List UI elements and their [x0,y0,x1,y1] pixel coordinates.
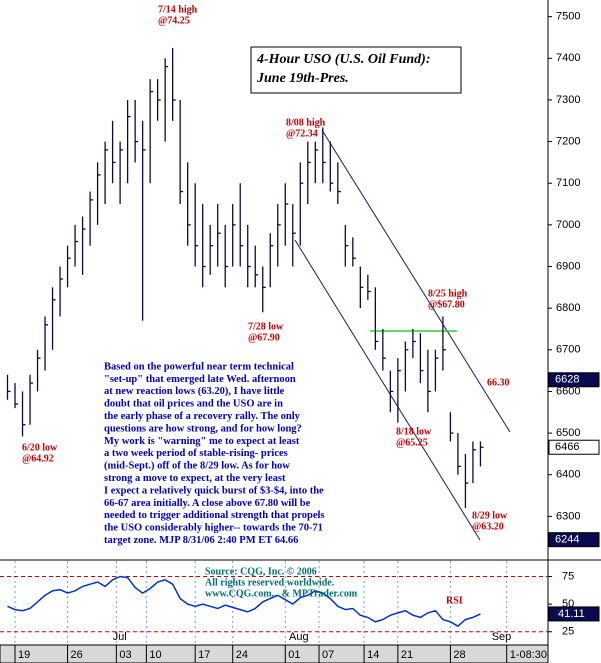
y-tick-label: 25 [562,626,574,638]
y-tick-label: 6800 [556,302,580,314]
price-marker-box [548,372,600,388]
y-tick-label: 7100 [556,177,580,189]
price-marker-label: 6244 [555,534,579,546]
month-label: Jul [113,631,127,643]
channel-lower [294,239,481,541]
price-marker-box [548,532,600,548]
annotation: 7/28 low [248,321,284,332]
commentary-line: the USO considerably higher-- towards th… [104,523,323,534]
channel-upper [321,129,511,433]
x-tick-label: 01 [288,649,300,661]
y-tick-label: 6900 [556,260,580,272]
commentary-line: doubt that oil prices and the USO are in [104,399,283,410]
y-tick-label: 7300 [556,94,580,106]
annotation: @65.25 [396,437,428,448]
price-marker-box [548,439,600,455]
y-tick-label: 7200 [556,135,580,147]
x-tick-label: 07 [322,649,334,661]
title-box [250,46,462,94]
commentary-line: (mid-Sept.) off of the 8/29 low. As for … [104,461,290,472]
x-tick-label: 17 [198,649,210,661]
annotation: @63.20 [472,521,504,532]
x-tick-label: 21 [401,649,413,661]
annotation: 66.30 [487,377,510,388]
y-tick-label: 7400 [556,52,580,64]
last-value-label: 41.11 [558,608,585,620]
x-tick-label: 1-08:30 [510,649,547,661]
annotation: 7/14 high [158,4,198,15]
annotation: 8/29 low [472,510,508,521]
source-text: All rights reserved worldwide. [205,577,335,588]
y-tick-label: 6600 [556,385,580,397]
annotation: 6/20 low [22,442,58,453]
chart-title: 4-Hour USO (U.S. Oil Fund): [256,52,430,67]
date-strip [0,644,549,663]
month-label: Sep [492,631,512,643]
x-tick-label: 14 [367,649,379,661]
annotation: 8/18 low [396,426,432,437]
x-tick-label: 10 [149,649,161,661]
commentary-line: target zone. MJP 8/31/06 2:40 PM ET 64.6… [104,535,298,546]
y-tick-label: 6400 [556,469,580,481]
commentary-line: My work is "warning" me to expect at lea… [104,436,300,447]
price-marker-label: 6628 [555,374,579,386]
source-text: www.CQG.com... & MPTrader.com [205,588,358,599]
annotation: @$67.80 [428,299,465,310]
last-value-box [548,606,600,622]
y-tick-label: 75 [562,570,574,582]
y-tick-label: 6500 [556,427,580,439]
commentary-line: 66-67 area initially. A close above 67.8… [104,498,311,509]
commentary-line: at new reaction lows (63.20), I have lit… [104,386,285,397]
x-tick-label: 28 [453,649,465,661]
y-tick-label: 6700 [556,344,580,356]
annotation: 8/25 high [428,288,468,299]
chart-title: June 19th-Pres. [256,71,349,86]
annotation: 8/08 high [286,117,326,128]
commentary-line: strong a move to expect, at the very lea… [104,473,286,484]
commentary-line: I expect a relatively quick burst of $3-… [104,485,324,496]
x-tick-label: 19 [18,649,30,661]
annotation: @67.90 [248,332,280,343]
x-tick-label: 24 [236,649,248,661]
commentary-line: questions are how strong, and for how lo… [104,423,302,434]
y-tick-label: 6300 [556,510,580,522]
y-tick-label: 7500 [556,11,580,23]
commentary-line: a two week period of stable-rising- pric… [104,448,288,459]
price-marker-label: 6466 [555,441,579,453]
commentary-line: the early phase of a recovery rally. The… [104,411,301,422]
annotation: @74.25 [158,15,190,26]
annotation: @72.34 [286,128,318,139]
legend-label: RSI [446,595,463,606]
x-tick-label: 26 [71,649,83,661]
commentary-line: Based on the powerful near term technica… [104,361,294,372]
x-tick-label: 03 [119,649,131,661]
annotation: @64.92 [22,453,54,464]
rsi-line [7,575,481,628]
source-text: Source: CQG, Inc. © 2006 [205,566,317,577]
y-tick-label: 7000 [556,219,580,231]
commentary-line: "set-up" that emerged late Wed. afternoo… [104,374,296,385]
commentary-line: needed to trigger additional strength th… [104,510,325,521]
month-label: Aug [289,631,309,643]
